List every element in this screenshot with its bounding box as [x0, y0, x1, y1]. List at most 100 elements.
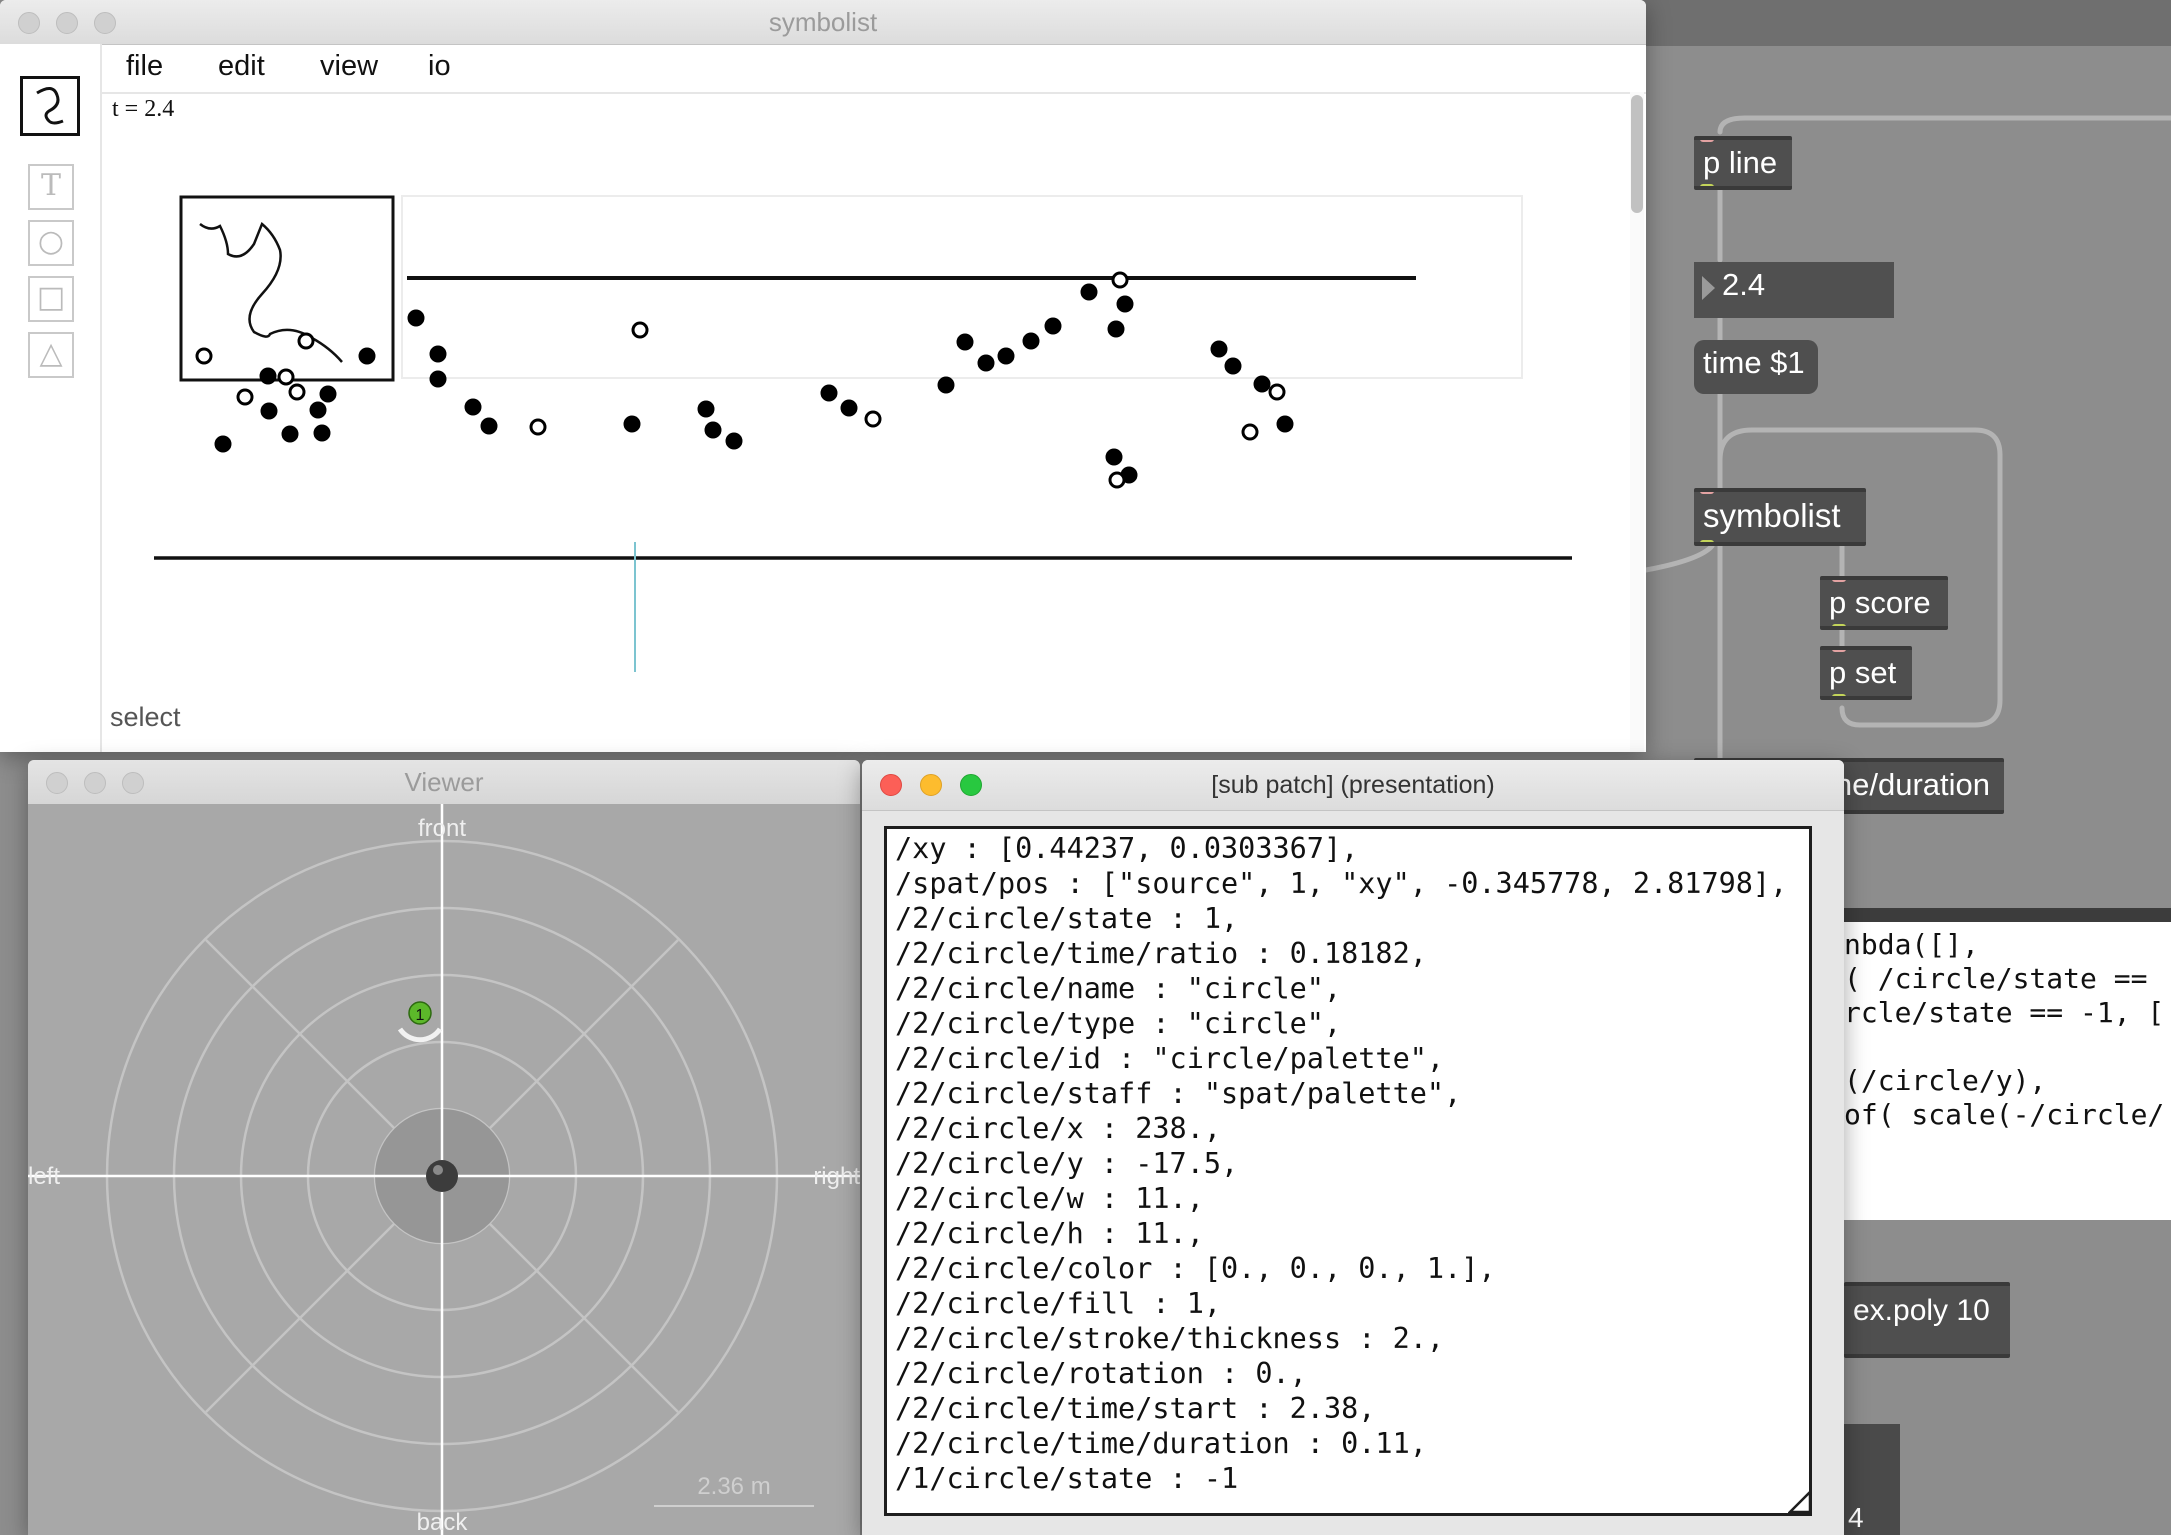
- triangle-tool-button[interactable]: △: [28, 332, 74, 378]
- score-events[interactable]: [195, 271, 1294, 489]
- filled-circle-event[interactable]: [840, 399, 858, 417]
- close-button[interactable]: [18, 12, 40, 34]
- osc-line: /2/circle/stroke/thickness : 2.,: [895, 1322, 1445, 1355]
- osc-line: /2/circle/x : 238.,: [895, 1112, 1222, 1145]
- filled-circle-event[interactable]: [429, 370, 447, 388]
- subpatch-close-button[interactable]: [880, 774, 902, 796]
- hollow-circle-event[interactable]: [1111, 271, 1129, 289]
- text-tool-button[interactable]: T: [28, 164, 74, 210]
- filled-circle-event[interactable]: [1080, 283, 1098, 301]
- filled-circle-event[interactable]: [977, 354, 995, 372]
- filled-circle-event[interactable]: [358, 347, 376, 365]
- hollow-circle-event[interactable]: [529, 418, 547, 436]
- hollow-circle-event[interactable]: [631, 321, 649, 339]
- bottom-number-value: 4: [1848, 1502, 1864, 1533]
- squiggle-icon: [36, 87, 64, 125]
- p-set-object[interactable]: p set: [1820, 646, 1912, 700]
- expoly-label: ex.poly 10: [1853, 1294, 1990, 1327]
- menu-bar: file edit view io: [102, 44, 1646, 94]
- hollow-circle-event[interactable]: [288, 383, 306, 401]
- vertical-scrollbar[interactable]: [1630, 92, 1644, 752]
- hollow-circle-event[interactable]: [195, 347, 213, 365]
- source-1-marker[interactable]: [408, 1001, 432, 1025]
- hollow-circle-event[interactable]: [1241, 423, 1259, 441]
- subpatch-titlebar[interactable]: [sub patch] (presentation): [862, 760, 1844, 811]
- hollow-circle-event[interactable]: [236, 388, 254, 406]
- source-1-number: 1: [416, 1007, 425, 1024]
- expoly-object[interactable]: ex.poly 10: [1844, 1282, 2010, 1358]
- score-canvas[interactable]: [102, 94, 1626, 750]
- time-message[interactable]: time $1: [1694, 340, 1818, 394]
- menu-view[interactable]: view: [320, 50, 379, 82]
- p-set-label: p set: [1829, 655, 1897, 690]
- filled-circle-event[interactable]: [697, 400, 715, 418]
- hollow-circle-event[interactable]: [277, 368, 295, 386]
- p-score-object[interactable]: p score: [1820, 576, 1948, 630]
- viewer-minimize-button[interactable]: [84, 772, 106, 794]
- filled-circle-event[interactable]: [997, 347, 1015, 365]
- minimize-button[interactable]: [56, 12, 78, 34]
- filled-circle-event[interactable]: [313, 424, 331, 442]
- menu-io[interactable]: io: [428, 50, 451, 82]
- listener-head-icon[interactable]: [426, 1160, 458, 1192]
- bottom-number-box[interactable]: 4: [1844, 1424, 1900, 1535]
- filled-circle-event[interactable]: [1253, 375, 1271, 393]
- filled-circle-event[interactable]: [429, 345, 447, 363]
- viewer-zoom-button[interactable]: [122, 772, 144, 794]
- filled-circle-event[interactable]: [1022, 332, 1040, 350]
- viewer-close-button[interactable]: [46, 772, 68, 794]
- menu-edit[interactable]: edit: [218, 50, 265, 82]
- code-editor-box[interactable]: nbda([],( /circle/state == rcle/state == …: [1844, 908, 2171, 1220]
- duration-label: ne/duration: [1834, 767, 1990, 802]
- filled-circle-event[interactable]: [1116, 295, 1134, 313]
- palette-staff-area: [401, 195, 1523, 379]
- selection-tool[interactable]: [20, 76, 80, 136]
- symbolist-object[interactable]: symbolist: [1694, 488, 1866, 546]
- p-line-object[interactable]: p line: [1694, 136, 1792, 190]
- filled-circle-event[interactable]: [1044, 317, 1062, 335]
- square-tool-button[interactable]: □: [28, 276, 74, 322]
- filled-circle-event[interactable]: [259, 367, 277, 385]
- filled-circle-event[interactable]: [1107, 320, 1125, 338]
- osc-line: /2/circle/type : "circle",: [895, 1007, 1342, 1040]
- scrollbar-thumb[interactable]: [1631, 95, 1643, 213]
- subpatch-zoom-button[interactable]: [960, 774, 982, 796]
- filled-circle-event[interactable]: [725, 432, 743, 450]
- filled-circle-event[interactable]: [281, 425, 299, 443]
- zoom-button[interactable]: [94, 12, 116, 34]
- time-readout: t = 2.4: [112, 96, 175, 122]
- filled-circle-event[interactable]: [704, 421, 722, 439]
- menu-file[interactable]: file: [126, 50, 164, 82]
- filled-circle-event[interactable]: [937, 376, 955, 394]
- hollow-circle-event[interactable]: [864, 410, 882, 428]
- hollow-circle-event[interactable]: [297, 332, 315, 350]
- resize-corner-icon[interactable]: [1788, 1490, 1812, 1514]
- spat-viewer-canvas[interactable]: front back left right 1 2.36 m: [28, 804, 860, 1535]
- filled-circle-event[interactable]: [214, 435, 232, 453]
- symbolist-object-label: symbolist: [1703, 497, 1841, 534]
- osc-message-display[interactable]: /xy : [0.44237, 0.0303367],/spat/pos : […: [884, 826, 1812, 1516]
- hollow-circle-event[interactable]: [1268, 383, 1286, 401]
- filled-circle-event[interactable]: [407, 309, 425, 327]
- number-box[interactable]: 2.4: [1694, 262, 1894, 318]
- filled-circle-event[interactable]: [319, 385, 337, 403]
- filled-circle-event[interactable]: [480, 417, 498, 435]
- back-label: back: [417, 1509, 469, 1535]
- hollow-circle-event[interactable]: [1108, 471, 1126, 489]
- filled-circle-event[interactable]: [820, 384, 838, 402]
- filled-circle-event[interactable]: [464, 398, 482, 416]
- filled-circle-event[interactable]: [623, 415, 641, 433]
- circle-tool-button[interactable]: ○: [28, 220, 74, 266]
- subpatch-minimize-button[interactable]: [920, 774, 942, 796]
- p-score-label: p score: [1829, 585, 1931, 620]
- filled-circle-event[interactable]: [309, 401, 327, 419]
- viewer-titlebar[interactable]: Viewer: [28, 760, 860, 805]
- filled-circle-event[interactable]: [956, 333, 974, 351]
- filled-circle-event[interactable]: [1105, 448, 1123, 466]
- filled-circle-event[interactable]: [1224, 357, 1242, 375]
- filled-circle-event[interactable]: [260, 402, 278, 420]
- filled-circle-event[interactable]: [1210, 340, 1228, 358]
- filled-circle-event[interactable]: [1276, 415, 1294, 433]
- osc-line: /2/circle/color : [0., 0., 0., 1.],: [895, 1252, 1496, 1285]
- symbolist-titlebar[interactable]: symbolist: [0, 0, 1646, 45]
